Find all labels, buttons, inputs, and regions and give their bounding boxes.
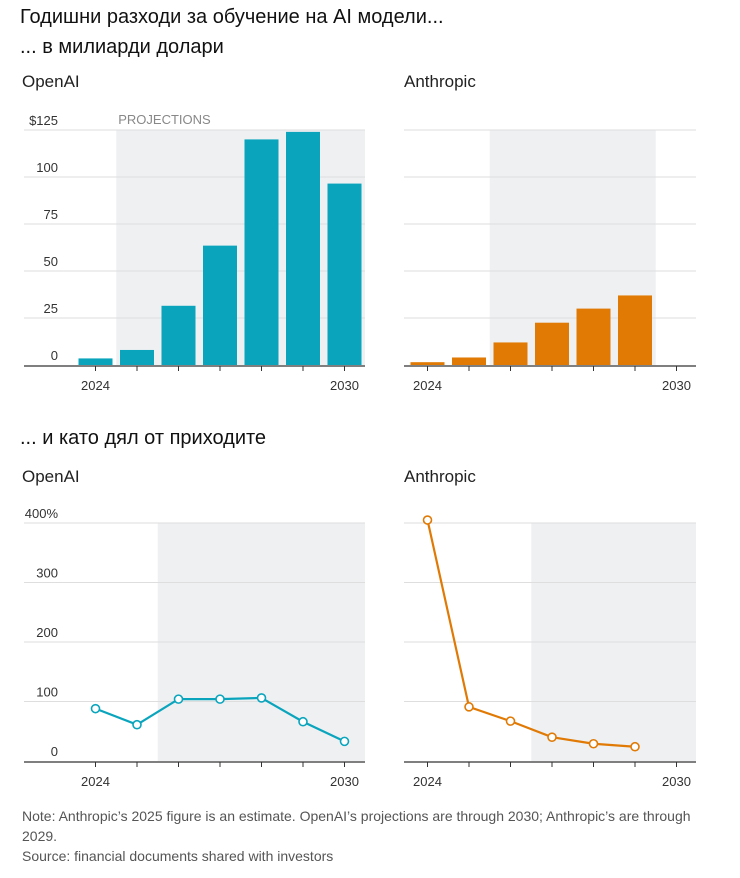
bar-2029 — [286, 131, 320, 365]
bar-2026 — [493, 342, 528, 365]
bar-2028 — [244, 139, 279, 365]
x-tick-label: 2024 — [413, 774, 442, 789]
panel-title: OpenAI — [22, 467, 80, 486]
footer-note: Note: Anthropic’s 2025 figure is an esti… — [22, 808, 691, 844]
point-2029 — [630, 741, 640, 752]
x-tick-label: 2030 — [662, 378, 691, 393]
x-tick-label: 2024 — [81, 378, 110, 393]
anthropic-spend-chart: Anthropic 2024 2030 — [404, 72, 696, 393]
point-2025 — [464, 702, 474, 712]
y-tick-label: 300 — [36, 566, 58, 581]
point-2029 — [298, 716, 308, 727]
point-2026 — [505, 716, 516, 726]
point-2030 — [339, 736, 350, 747]
series-line — [426, 519, 636, 748]
footer: Note: Anthropic’s 2025 figure is an esti… — [22, 806, 712, 866]
point-2028 — [588, 738, 599, 749]
openai-share-chart: OpenAI 0 100 200 300 400% 2024 2030 — [22, 467, 365, 789]
bar-2029 — [618, 295, 652, 365]
point-2028 — [256, 693, 267, 703]
chart-title: Годишни разходи за обучение на AI модели… — [20, 6, 444, 28]
bar-2025 — [120, 349, 154, 365]
bar-2030 — [327, 183, 362, 365]
x-tick-label: 2024 — [81, 774, 110, 789]
y-tick-label: 100 — [36, 160, 58, 175]
bar-2024 — [78, 358, 113, 365]
y-tick-label: 0 — [51, 348, 58, 363]
anthropic-share-chart: Anthropic 2024 2030 — [404, 467, 696, 789]
chart-subtitle-share: ... и като дял от приходите — [20, 427, 267, 449]
point-2027 — [547, 732, 557, 743]
openai-spend-chart: OpenAI PROJECTIONS 0 25 50 75 100 $125 2024 2030 — [22, 72, 365, 393]
x-tick-label: 2024 — [413, 378, 442, 393]
footer-source: Source: financial documents shared with … — [22, 848, 334, 864]
chart-subtitle-spend: ... в милиарди долари — [20, 36, 224, 58]
point-2026 — [173, 694, 184, 704]
projection-label: PROJECTIONS — [118, 112, 211, 127]
point-2024 — [90, 703, 101, 714]
bar-2026 — [161, 305, 196, 365]
y-tick-label: $125 — [29, 113, 58, 128]
bar-2024 — [410, 362, 445, 365]
y-tick-label: 50 — [44, 254, 58, 269]
y-tick-label: 200 — [36, 625, 58, 640]
bar-2027 — [203, 245, 237, 365]
point-2027 — [215, 694, 225, 704]
panel-title: Anthropic — [404, 467, 476, 486]
x-tick-label: 2030 — [662, 774, 691, 789]
panel-title: Anthropic — [404, 72, 476, 91]
bar-2028 — [576, 308, 611, 365]
panel-title: OpenAI — [22, 72, 80, 91]
x-tick-label: 2030 — [330, 774, 359, 789]
x-tick-label: 2030 — [330, 378, 359, 393]
y-tick-label: 400% — [25, 506, 59, 521]
point-2024 — [422, 515, 433, 525]
y-tick-label: 75 — [44, 207, 58, 222]
bar-2025 — [452, 357, 486, 365]
bar-2027 — [535, 322, 569, 365]
y-tick-label: 25 — [44, 301, 58, 316]
projection-band — [116, 130, 365, 365]
point-2025 — [132, 719, 142, 730]
y-tick-label: 100 — [36, 685, 58, 700]
y-tick-label: 0 — [51, 744, 58, 759]
